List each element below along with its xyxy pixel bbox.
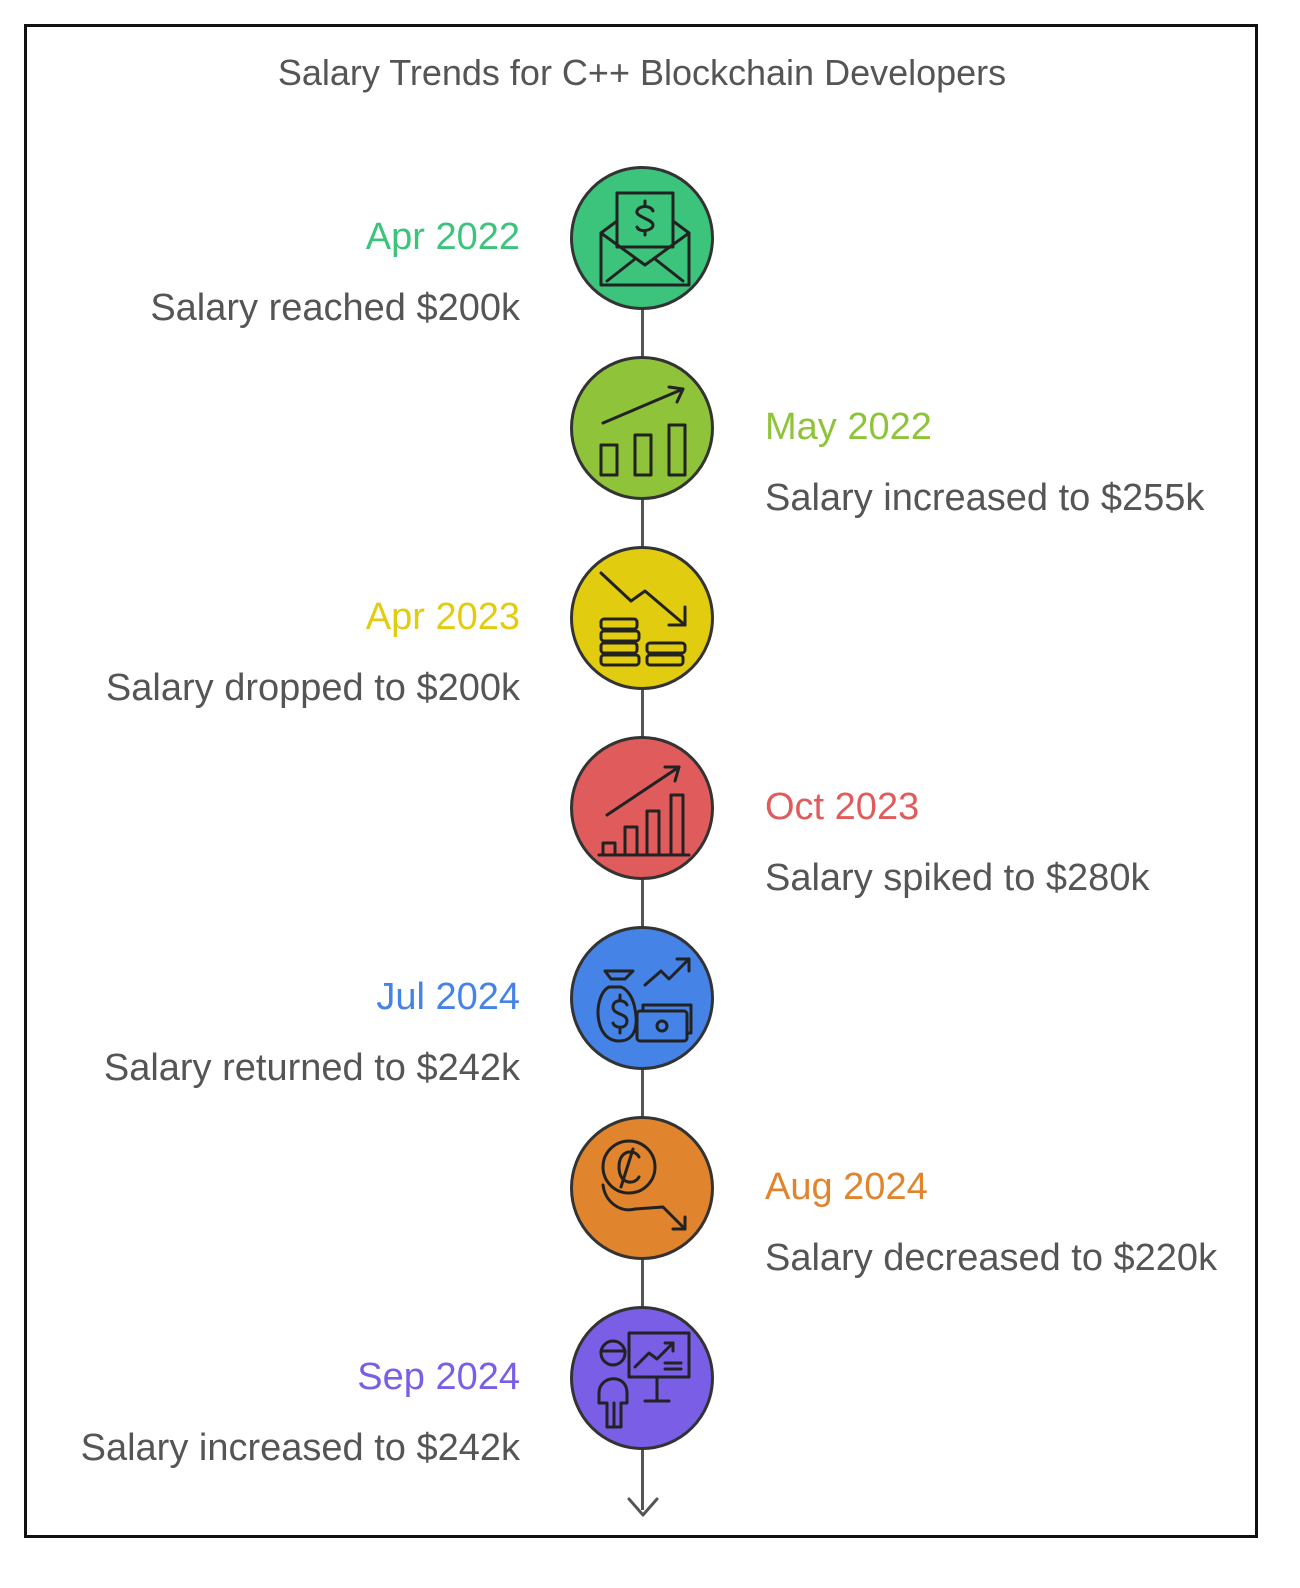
event-description: Salary increased to $255k — [765, 477, 1205, 519]
event-description: Salary spiked to $280k — [765, 857, 1150, 899]
event-node-apr-2023 — [570, 546, 714, 690]
event-node-apr-2022 — [570, 166, 714, 310]
coin-decline-icon — [601, 1139, 687, 1231]
salary-envelope-icon — [599, 191, 691, 287]
event-description: Salary increased to $242k — [80, 1427, 520, 1469]
event-node-sep-2024 — [570, 1306, 714, 1450]
presenter-chart-icon — [597, 1331, 691, 1429]
event-node-jul-2024 — [570, 926, 714, 1070]
event-description: Salary reached $200k — [150, 287, 520, 329]
event-date: Sep 2024 — [357, 1356, 520, 1398]
event-date: Oct 2023 — [765, 786, 920, 828]
event-date: Apr 2023 — [365, 596, 520, 638]
diagram-title: Salary Trends for C++ Blockchain Develop… — [277, 52, 1007, 93]
rising-bar-chart-icon — [599, 385, 687, 477]
diagram-frame — [24, 24, 1258, 1538]
event-date: Jul 2024 — [376, 976, 520, 1018]
falling-coins-icon — [599, 571, 687, 667]
event-description: Salary dropped to $200k — [105, 667, 520, 709]
event-node-aug-2024 — [570, 1116, 714, 1260]
event-node-oct-2023 — [570, 736, 714, 880]
event-description: Salary returned to $242k — [103, 1047, 520, 1089]
event-description: Salary decreased to $220k — [765, 1237, 1218, 1279]
spiking-bar-chart-icon — [597, 765, 691, 857]
event-date: Aug 2024 — [765, 1166, 928, 1208]
timeline-arrow-icon — [627, 1497, 659, 1517]
event-node-may-2022 — [570, 356, 714, 500]
event-date: Apr 2022 — [365, 216, 520, 258]
event-date: May 2022 — [765, 406, 932, 448]
money-bag-growth-icon — [596, 957, 693, 1043]
